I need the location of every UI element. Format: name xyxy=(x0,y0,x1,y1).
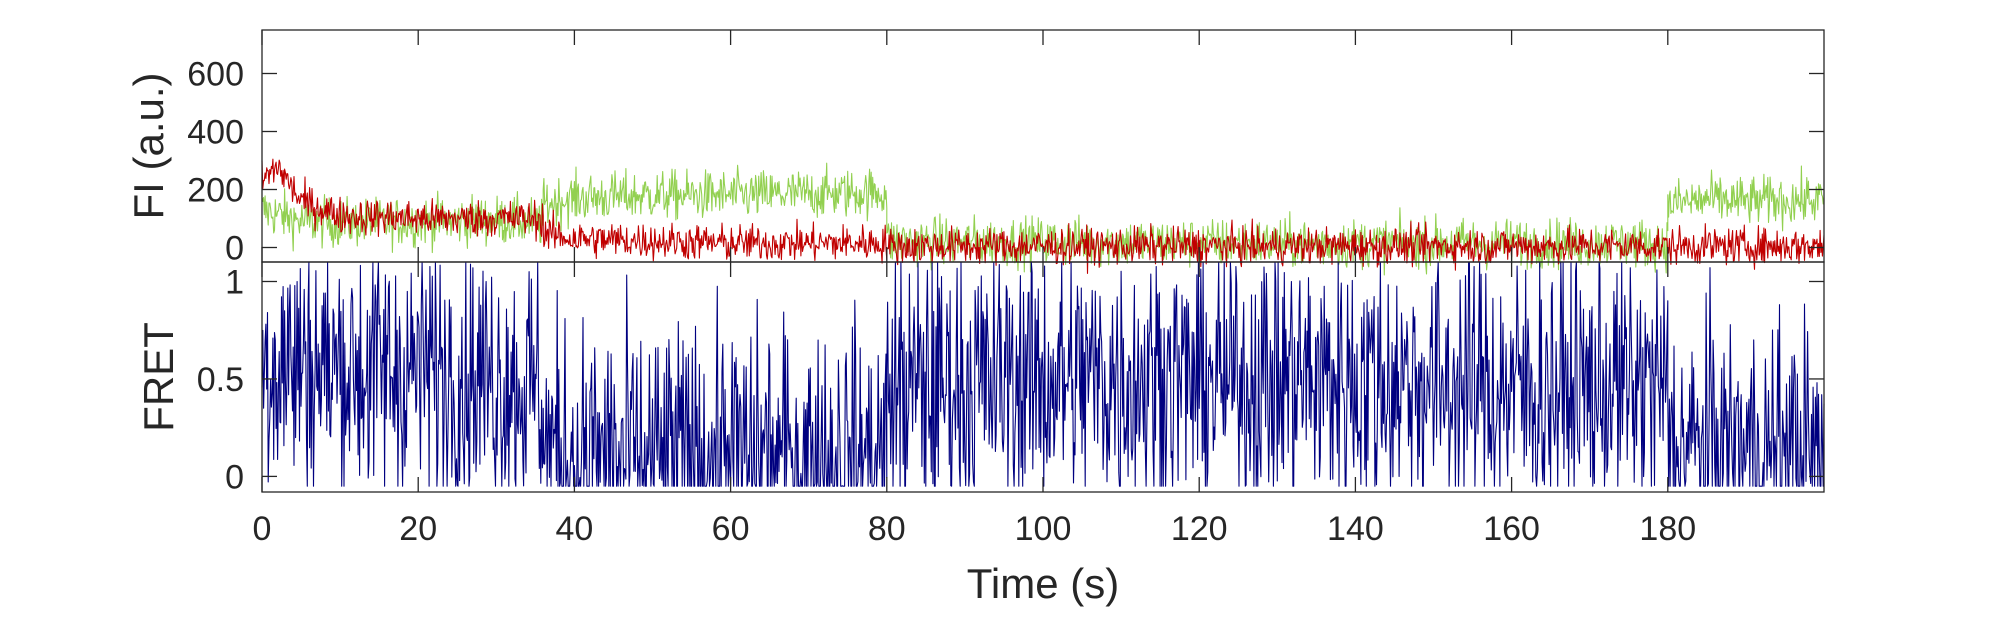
intensity-y-tick-label: 600 xyxy=(187,56,244,94)
time-x-tick-label: 120 xyxy=(1171,510,1228,548)
time-x-tick-label: 80 xyxy=(868,510,906,548)
time-x-tick-label: 0 xyxy=(253,510,272,548)
time-x-tick-label: 20 xyxy=(399,510,437,548)
intensity-y-tick-label: 200 xyxy=(187,172,244,210)
time-x-tick-label: 60 xyxy=(712,510,750,548)
intensity-y-tick-label: 400 xyxy=(187,114,244,152)
time-x-tick-label: 180 xyxy=(1639,510,1696,548)
fret-y-tick-label: 0.5 xyxy=(197,361,244,399)
intensity-y-axis-label: FI (a.u.) xyxy=(125,72,172,219)
fret-y-tick-label: 0 xyxy=(225,458,244,496)
time-x-tick-label: 40 xyxy=(555,510,593,548)
time-x-tick-label: 140 xyxy=(1327,510,1384,548)
fret-y-axis-label: FRET xyxy=(135,322,182,432)
time-x-tick-label: 100 xyxy=(1015,510,1072,548)
fret-y-tick-label: 1 xyxy=(225,263,244,301)
time-x-axis-label: Time (s) xyxy=(967,560,1119,607)
time-x-tick-label: 160 xyxy=(1483,510,1540,548)
intensity-y-tick-label: 0 xyxy=(225,230,244,268)
